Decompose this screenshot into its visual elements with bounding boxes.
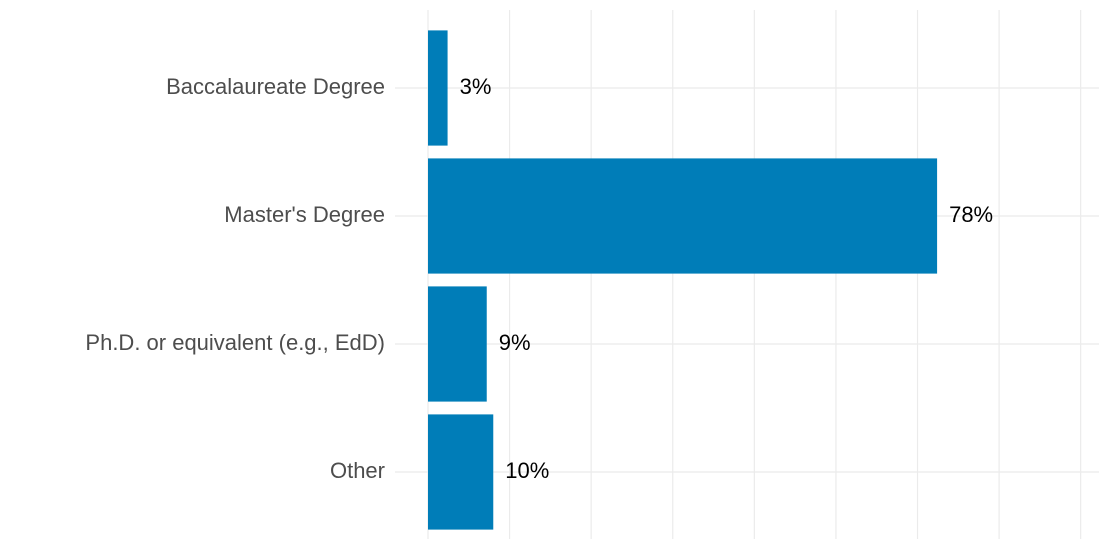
y-tick-label: Other — [330, 458, 385, 483]
bar — [428, 30, 448, 146]
bar — [428, 158, 938, 274]
value-label: 3% — [460, 74, 492, 99]
y-tick-label: Baccalaureate Degree — [166, 74, 385, 99]
value-label: 9% — [499, 330, 531, 355]
value-label: 78% — [949, 202, 993, 227]
y-tick-label: Master's Degree — [224, 202, 385, 227]
bar — [428, 414, 494, 530]
y-tick-label: Ph.D. or equivalent (e.g., EdD) — [85, 330, 385, 355]
value-label: 10% — [505, 458, 549, 483]
bar — [428, 286, 487, 402]
